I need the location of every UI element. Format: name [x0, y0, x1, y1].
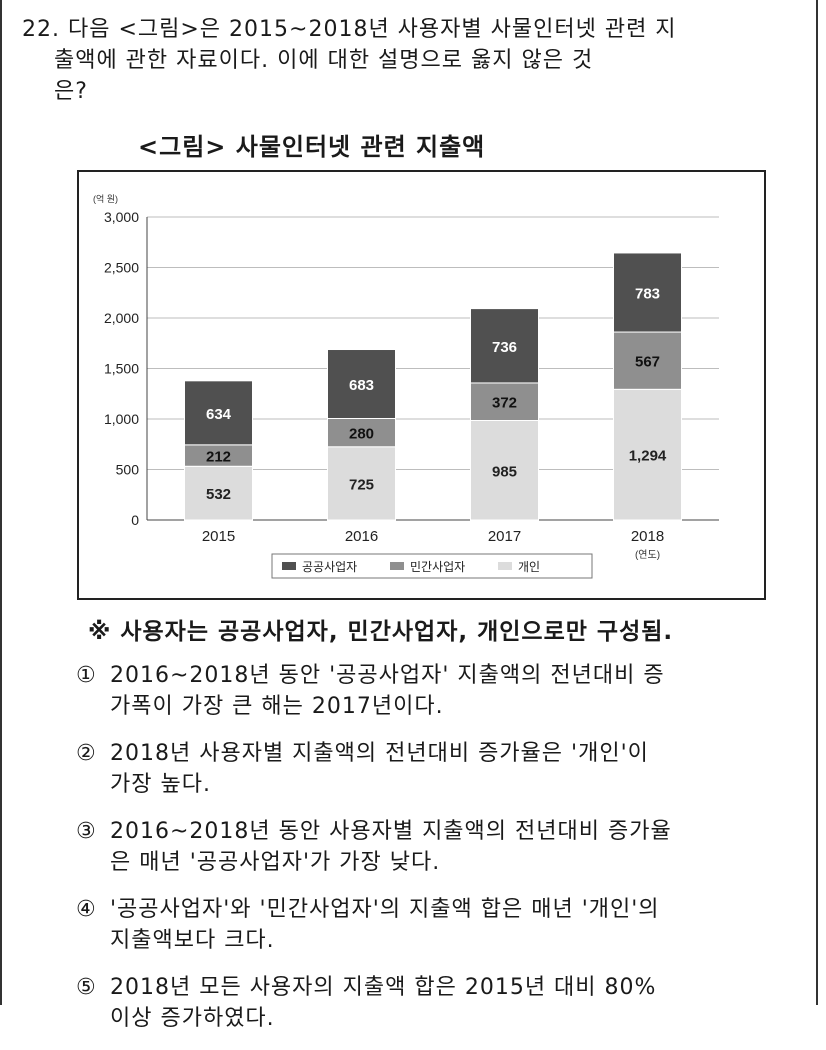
page-border-left — [0, 0, 2, 1005]
x-unit-label: (연도) — [635, 549, 660, 561]
figure-title: <그림> 사물인터넷 관련 지출액 — [138, 133, 486, 161]
choice-text: 2018년 사용자별 지출액의 전년대비 증가율은 '개인'이 — [110, 741, 649, 766]
x-tick-label: 2015 — [202, 528, 235, 545]
legend-label: 공공사업자 — [302, 560, 357, 574]
y-tick-label: 2,000 — [104, 310, 139, 326]
x-tick-label: 2017 — [488, 528, 521, 545]
x-tick-label: 2018 — [631, 528, 664, 545]
choice-number: ① — [76, 663, 96, 688]
choice-text: 가장 높다. — [110, 772, 211, 797]
legend-label: 개인 — [518, 560, 540, 574]
data-label: 634 — [206, 406, 232, 423]
question-line: 22. 다음 <그림>은 2015~2018년 사용자별 사물인터넷 관련 지 — [22, 17, 677, 42]
choice-text: 2016~2018년 동안 '공공사업자' 지출액의 전년대비 증 — [110, 663, 665, 688]
y-tick-label: 2,500 — [104, 260, 139, 276]
choice-text: '공공사업자'와 '민간사업자'의 지출액 합은 매년 '개인'의 — [110, 897, 660, 922]
stacked-bar-chart: 0 500 1,000 1,500 2,000 2,500 3,000 (억 원) 532 212… — [93, 193, 719, 579]
data-label: 372 — [492, 395, 517, 412]
choice-number: ③ — [76, 819, 96, 844]
choice-text: 지출액보다 크다. — [110, 928, 275, 953]
bar-segment — [184, 465, 253, 521]
y-tick-label: 1,500 — [104, 361, 139, 377]
data-label: 280 — [349, 426, 374, 443]
data-label: 212 — [206, 449, 231, 466]
choice-number: ⑤ — [76, 975, 96, 1000]
data-label: 736 — [492, 339, 517, 356]
bar-segment — [327, 349, 396, 419]
choice-text: 이상 증가하였다. — [110, 1006, 275, 1031]
choice-text: 2018년 모든 사용자의 지출액 합은 2015년 대비 80% — [110, 975, 657, 1000]
bar-segment — [613, 252, 682, 333]
data-label: 783 — [635, 285, 660, 302]
choice-1[interactable]: ① 2016~2018년 동안 '공공사업자' 지출액의 전년대비 증 가폭이 … — [76, 660, 776, 722]
y-tick-label: 3,000 — [104, 209, 139, 225]
data-label: 725 — [349, 476, 374, 493]
choice-text: 은 매년 '공공사업자'가 가장 낮다. — [110, 850, 441, 875]
choice-5[interactable]: ⑤ 2018년 모든 사용자의 지출액 합은 2015년 대비 80% 이상 증… — [76, 972, 776, 1034]
legend-swatch — [498, 562, 512, 570]
legend-box — [271, 553, 593, 579]
legend-swatch — [390, 562, 404, 570]
y-unit-label: (억 원) — [93, 193, 118, 204]
choice-text: 2016~2018년 동안 사용자별 지출액의 전년대비 증가율 — [110, 819, 672, 844]
choice-number: ④ — [76, 897, 96, 922]
question-stem: 22. 다음 <그림>은 2015~2018년 사용자별 사물인터넷 관련 지 … — [22, 14, 782, 107]
choice-number: ② — [76, 741, 96, 766]
data-label: 567 — [635, 354, 660, 371]
question-line: 은? — [22, 79, 88, 104]
answer-choices: ① 2016~2018년 동안 '공공사업자' 지출액의 전년대비 증 가폭이 … — [76, 660, 776, 1050]
x-tick-label: 2016 — [345, 528, 378, 545]
choice-4[interactable]: ④ '공공사업자'와 '민간사업자'의 지출액 합은 매년 '개인'의 지출액보… — [76, 894, 776, 956]
bar-segment — [327, 446, 396, 521]
y-tick-label: 0 — [131, 512, 139, 528]
data-label: 683 — [349, 377, 374, 394]
bar-segment — [613, 331, 682, 390]
choice-2[interactable]: ② 2018년 사용자별 지출액의 전년대비 증가율은 '개인'이 가장 높다. — [76, 738, 776, 800]
bar-segment — [327, 417, 396, 448]
footnote: ※ 사용자는 공공사업자, 민간사업자, 개인으로만 구성됨. — [88, 619, 674, 645]
bar-segment — [184, 380, 253, 446]
data-label: 532 — [206, 486, 231, 503]
data-label: 1,294 — [629, 448, 667, 465]
legend-label: 민간사업자 — [410, 560, 465, 574]
question-line: 출액에 관한 자료이다. 이에 대한 설명으로 옳지 않은 것 — [22, 48, 594, 73]
y-tick-label: 1,000 — [104, 411, 139, 427]
y-tick-label: 500 — [116, 462, 140, 478]
bar-segment — [470, 308, 539, 384]
choice-text: 가폭이 가장 큰 해는 2017년이다. — [110, 694, 444, 719]
bar-segment — [613, 388, 682, 521]
legend-swatch — [282, 562, 296, 570]
data-label: 985 — [492, 463, 517, 480]
choice-3[interactable]: ③ 2016~2018년 동안 사용자별 지출액의 전년대비 증가율 은 매년 … — [76, 816, 776, 878]
page-border-right — [816, 0, 818, 1005]
chart-frame: 0 500 1,000 1,500 2,000 2,500 3,000 (억 원) 532 212… — [77, 170, 766, 600]
